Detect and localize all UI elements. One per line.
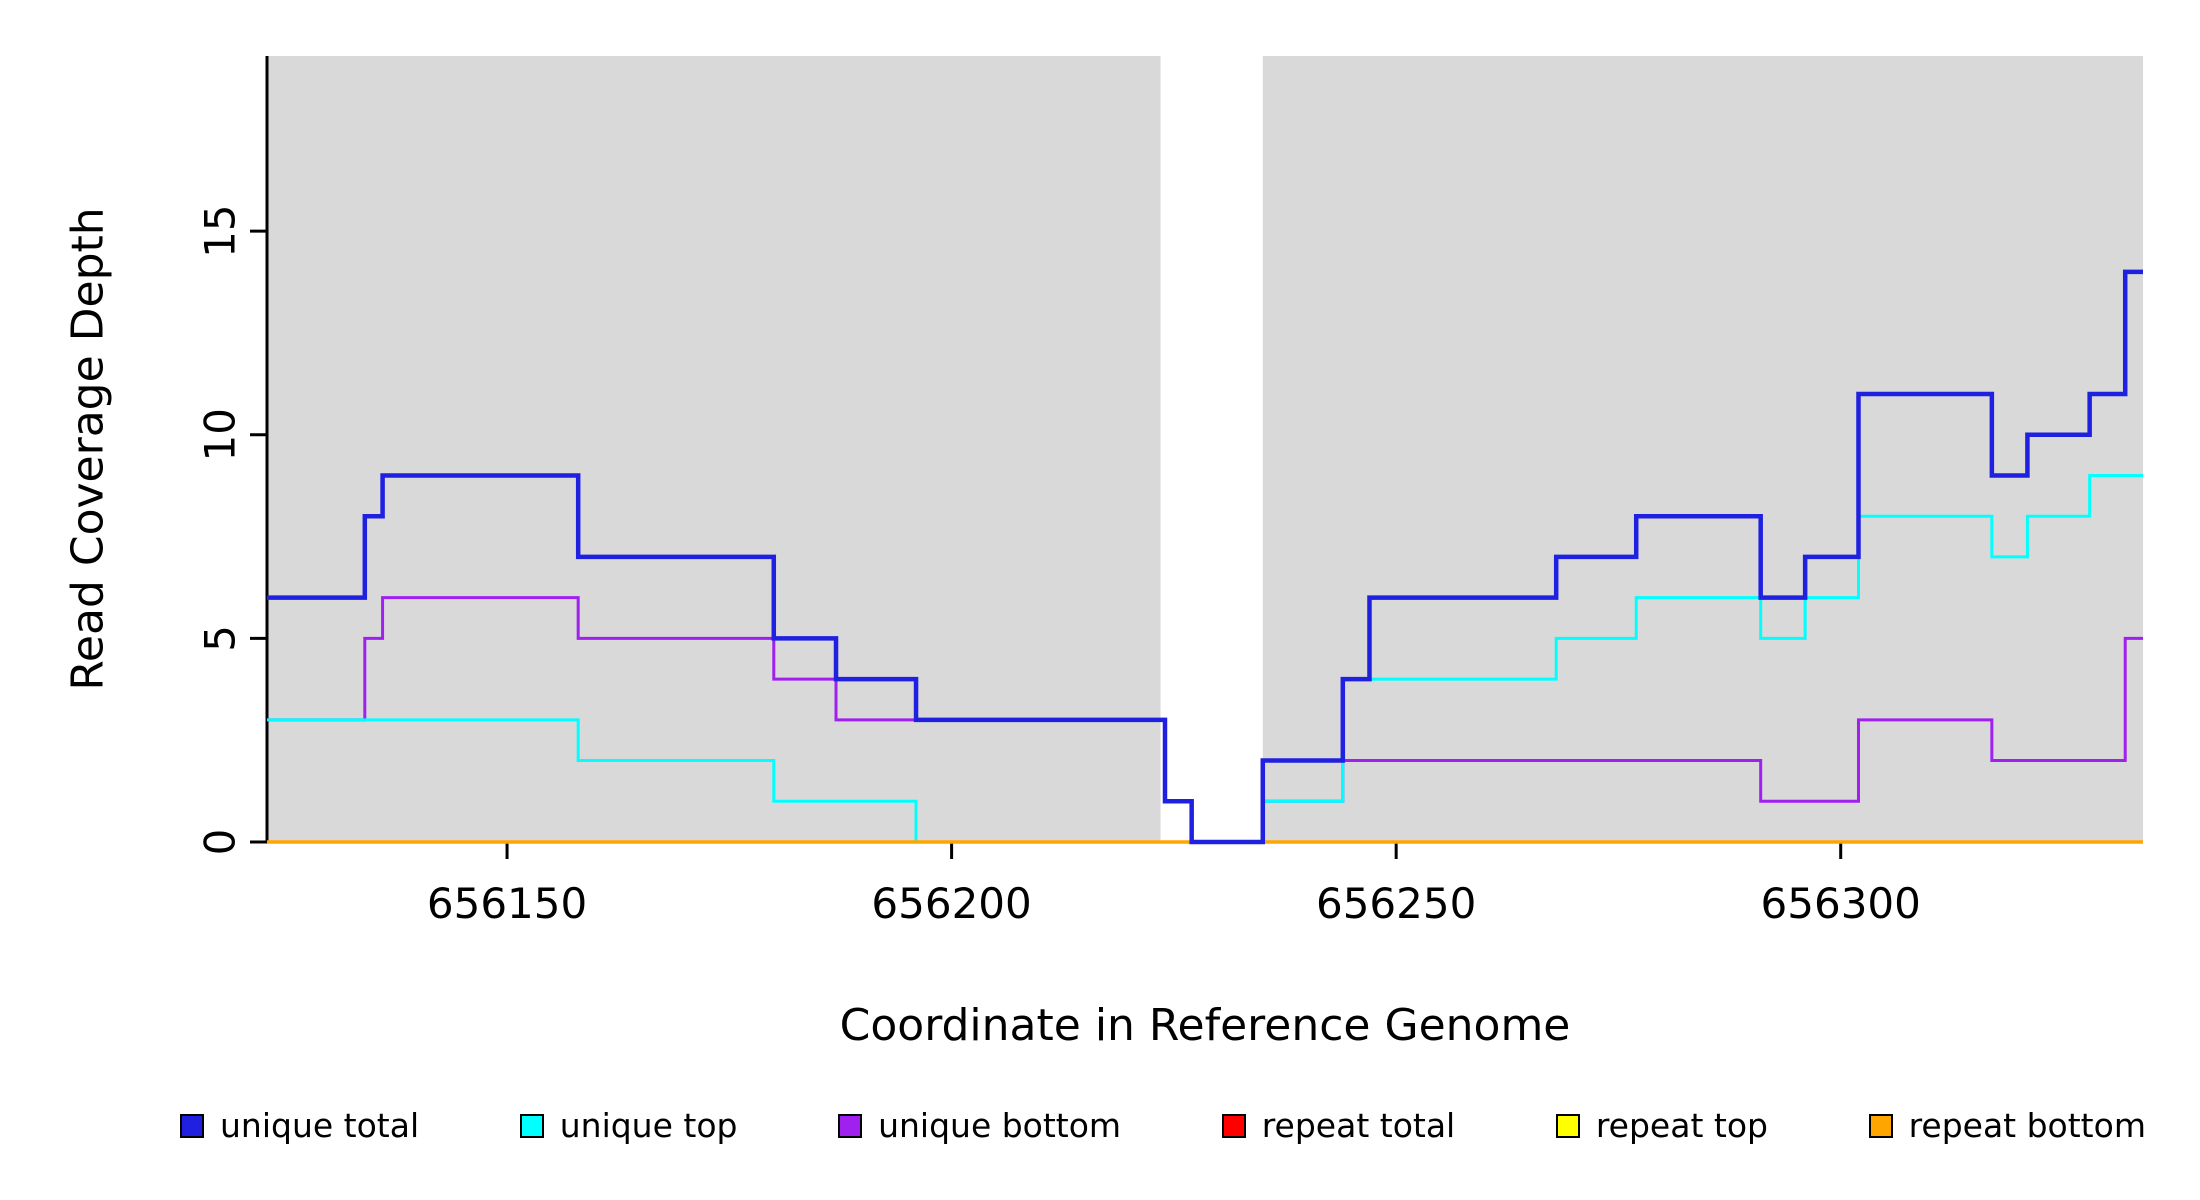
legend-item: repeat top (1555, 1106, 1768, 1145)
legend-label: repeat top (1595, 1106, 1768, 1145)
shaded-region (1262, 56, 2143, 842)
legend: unique total unique top unique bottom repea… (180, 1106, 2146, 1145)
legend-label: unique total (220, 1106, 420, 1145)
y-tick-label: 10 (196, 408, 245, 461)
x-tick-label: 656150 (427, 879, 587, 928)
legend-item: unique top (519, 1106, 738, 1145)
x-tick-label: 656250 (1316, 879, 1476, 928)
series-unique-total (267, 269, 2143, 845)
series-unique-top (267, 473, 2143, 844)
y-tick-label: 5 (196, 625, 245, 652)
legend-item: unique bottom (838, 1106, 1121, 1145)
legend-swatch-repeat-bottom (1868, 1113, 1893, 1138)
legend-label: unique bottom (878, 1106, 1122, 1145)
legend-item: unique total (180, 1106, 419, 1145)
legend-swatch-unique-bottom (838, 1113, 863, 1138)
legend-swatch-repeat-top (1555, 1113, 1580, 1138)
legend-label: unique top (559, 1106, 738, 1145)
legend-label: repeat bottom (1908, 1106, 2146, 1145)
legend-swatch-repeat-total (1221, 1113, 1246, 1138)
x-axis-label: Coordinate in Reference Genome (839, 1000, 1571, 1051)
y-tick-label: 15 (196, 204, 245, 257)
legend-label: repeat total (1261, 1106, 1456, 1145)
shaded-region (267, 56, 1161, 842)
legend-swatch-unique-total (180, 1113, 204, 1138)
legend-item: repeat bottom (1868, 1106, 2146, 1145)
legend-item: repeat total (1221, 1106, 1456, 1145)
x-tick-label: 656300 (1761, 879, 1921, 928)
x-tick-label: 656200 (871, 879, 1031, 928)
legend-swatch-unique-top (519, 1113, 544, 1138)
y-axis-label: Read Coverage Depth (62, 207, 114, 691)
y-tick-label: 0 (196, 829, 245, 856)
